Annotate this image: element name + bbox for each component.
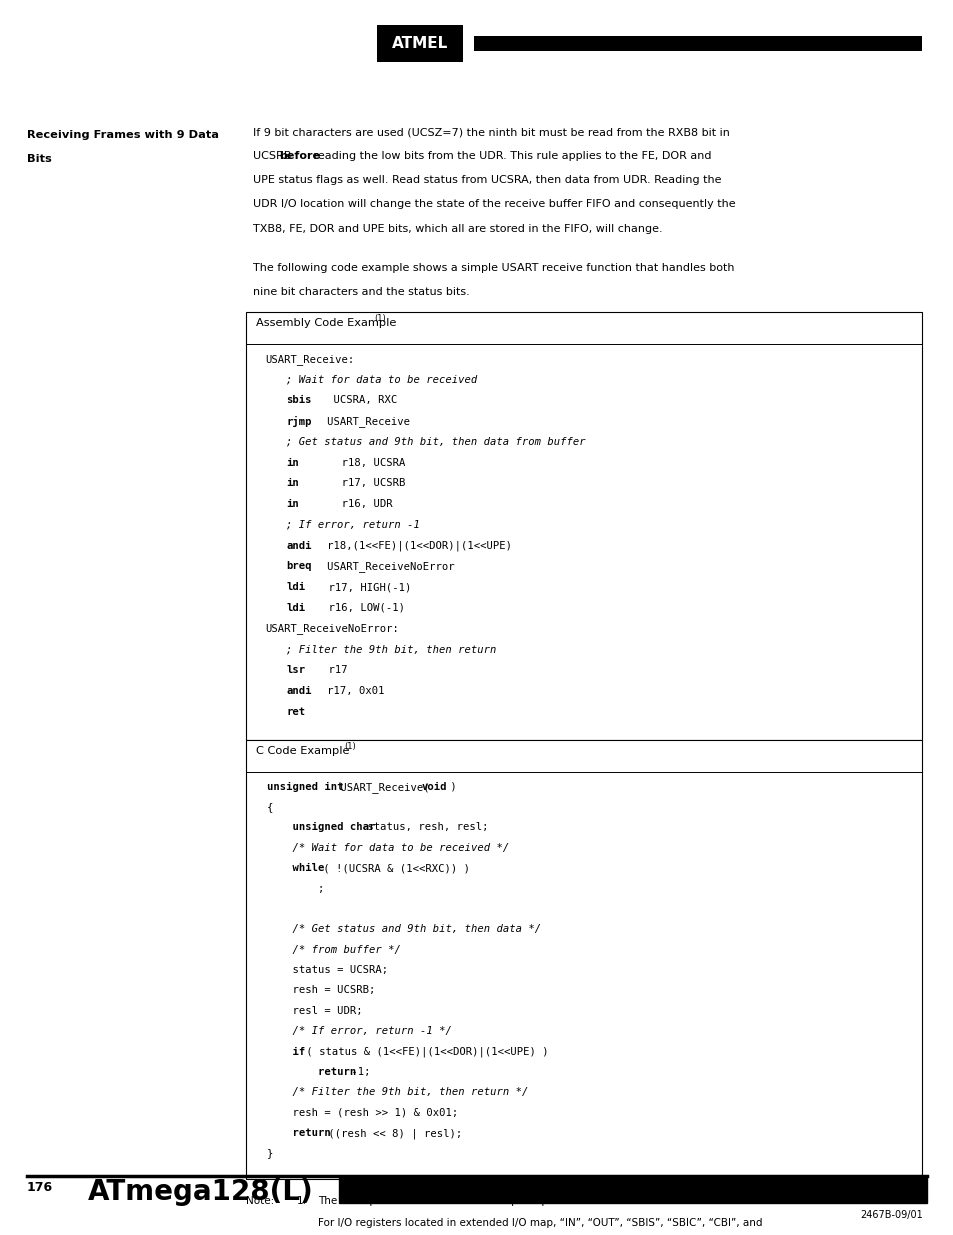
Text: r17, HIGH(-1): r17, HIGH(-1) — [302, 582, 411, 592]
Text: in: in — [286, 457, 298, 468]
Text: return: return — [267, 1128, 331, 1137]
Text: ((resh << 8) | resl);: ((resh << 8) | resl); — [322, 1128, 462, 1139]
Text: r16, LOW(-1): r16, LOW(-1) — [302, 603, 404, 613]
Text: r17, 0x01: r17, 0x01 — [308, 685, 384, 695]
Text: 176: 176 — [27, 1181, 52, 1194]
Bar — [376, 25, 462, 62]
Text: unsigned int: unsigned int — [267, 782, 343, 792]
Text: if: if — [267, 1046, 305, 1056]
Text: 2467B-09/01: 2467B-09/01 — [860, 1210, 923, 1220]
Text: /* If error, return -1 */: /* If error, return -1 */ — [267, 1026, 452, 1036]
Text: For I/O registers located in extended I/O map, “IN”, “OUT”, “SBIS”, “SBIC”, “CBI: For I/O registers located in extended I/… — [317, 1218, 761, 1228]
Text: USART_Receive:: USART_Receive: — [265, 353, 355, 364]
Text: r17: r17 — [302, 664, 347, 676]
Text: (1): (1) — [374, 314, 385, 324]
Text: (1): (1) — [344, 742, 355, 751]
Text: USART_ReceiveNoError: USART_ReceiveNoError — [308, 561, 455, 572]
Text: /* from buffer */: /* from buffer */ — [267, 945, 400, 955]
Text: status, resh, resl;: status, resh, resl; — [361, 823, 488, 832]
Text: ATMEL: ATMEL — [392, 36, 447, 51]
Text: unsigned char: unsigned char — [267, 823, 375, 832]
Bar — [246, 740, 921, 1178]
Text: ( status & (1<<FE)|(1<<DOR)|(1<<UPE) ): ( status & (1<<FE)|(1<<DOR)|(1<<UPE) ) — [300, 1046, 548, 1057]
Text: UPE status flags as well. Read status from UCSRA, then data from UDR. Reading th: UPE status flags as well. Read status fr… — [253, 175, 720, 185]
Text: nine bit characters and the status bits.: nine bit characters and the status bits. — [253, 287, 469, 298]
Text: USART_Receive: USART_Receive — [308, 416, 410, 427]
Text: {: { — [267, 802, 274, 811]
Text: UDR I/O location will change the state of the receive buffer FIFO and consequent: UDR I/O location will change the state o… — [253, 199, 735, 210]
Text: sbis: sbis — [286, 395, 312, 405]
Text: 1.: 1. — [296, 1195, 306, 1205]
Text: C Code Example: C Code Example — [255, 746, 349, 756]
Text: ;: ; — [267, 883, 324, 893]
Bar — [338, 1178, 926, 1203]
Text: The following code example shows a simple USART receive function that handles bo: The following code example shows a simpl… — [253, 263, 734, 273]
Text: -1;: -1; — [344, 1067, 370, 1077]
Text: r18, UCSRA: r18, UCSRA — [297, 457, 405, 468]
Text: Receiving Frames with 9 Data: Receiving Frames with 9 Data — [27, 130, 218, 140]
Bar — [474, 36, 921, 51]
Text: rjmp: rjmp — [286, 416, 312, 427]
Text: lsr: lsr — [286, 664, 305, 676]
Text: in: in — [286, 478, 298, 488]
Text: resl = UDR;: resl = UDR; — [267, 1005, 362, 1015]
Text: Note:: Note: — [246, 1195, 274, 1205]
Text: andi: andi — [286, 685, 312, 695]
Text: USART_ReceiveNoError:: USART_ReceiveNoError: — [265, 624, 398, 635]
Text: ATmega128(L): ATmega128(L) — [88, 1178, 314, 1207]
Text: ret: ret — [286, 706, 305, 716]
Text: ; Filter the 9th bit, then return: ; Filter the 9th bit, then return — [286, 645, 497, 655]
Text: If 9 bit characters are used (UCSZ=7) the ninth bit must be read from the RXB8 b: If 9 bit characters are used (UCSZ=7) th… — [253, 127, 729, 137]
Text: TXB8, FE, DOR and UPE bits, which all are stored in the FIFO, will change.: TXB8, FE, DOR and UPE bits, which all ar… — [253, 224, 661, 233]
Text: ; Get status and 9th bit, then data from buffer: ; Get status and 9th bit, then data from… — [286, 437, 585, 447]
Text: void: void — [421, 782, 447, 792]
Text: /* Wait for data to be received */: /* Wait for data to be received */ — [267, 842, 509, 852]
Text: while: while — [267, 863, 324, 873]
Text: /* Filter the 9th bit, then return */: /* Filter the 9th bit, then return */ — [267, 1087, 528, 1097]
Text: Assembly Code Example: Assembly Code Example — [255, 317, 395, 329]
Text: The example code assumes that the part specific header file is included.: The example code assumes that the part s… — [317, 1195, 697, 1205]
Text: /* Get status and 9th bit, then data */: /* Get status and 9th bit, then data */ — [267, 924, 540, 934]
Text: ): ) — [444, 782, 456, 792]
Text: before: before — [279, 151, 320, 162]
Text: ldi: ldi — [286, 603, 305, 613]
Text: ( !(UCSRA & (1<<RXC)) ): ( !(UCSRA & (1<<RXC)) ) — [316, 863, 470, 873]
Text: }: } — [267, 1149, 274, 1158]
Text: r18,(1<<FE)|(1<<DOR)|(1<<UPE): r18,(1<<FE)|(1<<DOR)|(1<<UPE) — [308, 541, 512, 551]
Text: UCSRA, RXC: UCSRA, RXC — [308, 395, 397, 405]
Text: r17, UCSRB: r17, UCSRB — [297, 478, 405, 488]
Text: status = UCSRA;: status = UCSRA; — [267, 965, 388, 974]
Text: UCSRB: UCSRB — [253, 151, 294, 162]
Text: andi: andi — [286, 541, 312, 551]
Text: resh = UCSRB;: resh = UCSRB; — [267, 986, 375, 995]
Text: ; Wait for data to be received: ; Wait for data to be received — [286, 374, 476, 384]
Bar — [246, 311, 921, 740]
Text: r16, UDR: r16, UDR — [297, 499, 393, 509]
Text: resh = (resh >> 1) & 0x01;: resh = (resh >> 1) & 0x01; — [267, 1108, 457, 1118]
Text: return: return — [267, 1067, 356, 1077]
Text: Bits: Bits — [27, 153, 51, 164]
Text: in: in — [286, 499, 298, 509]
Text: USART_Receive(: USART_Receive( — [334, 782, 436, 793]
Text: breq: breq — [286, 561, 312, 572]
Text: ldi: ldi — [286, 582, 305, 592]
Text: reading the low bits from the UDR. This rule applies to the FE, DOR and: reading the low bits from the UDR. This … — [310, 151, 711, 162]
Text: ; If error, return -1: ; If error, return -1 — [286, 520, 419, 530]
